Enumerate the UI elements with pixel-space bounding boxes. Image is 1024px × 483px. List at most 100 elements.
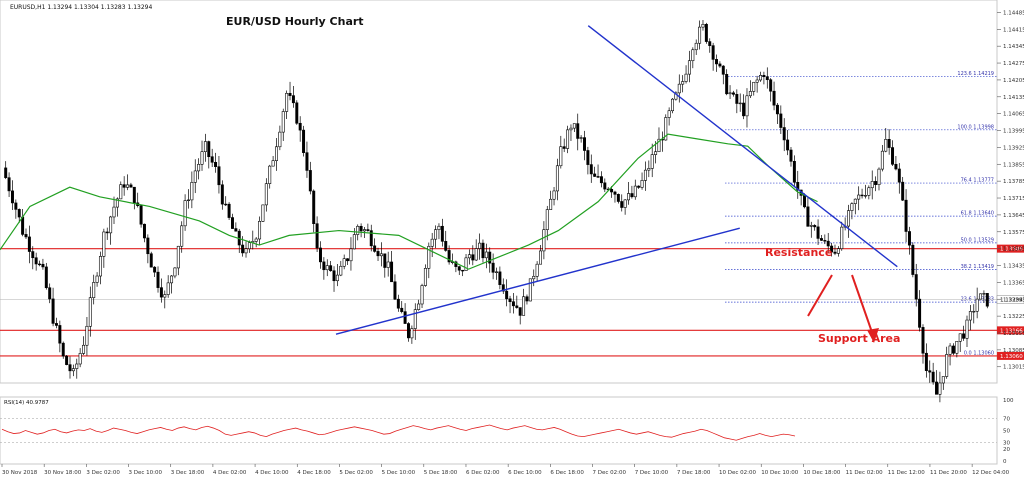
y-tick-label: 1.13645 — [1003, 213, 1024, 219]
y-tick-label: 1.13925 — [1003, 145, 1024, 151]
candle-body — [586, 150, 590, 165]
candle-body — [312, 190, 316, 225]
candle-body — [887, 139, 891, 148]
y-tick-label: 1.14485 — [1003, 10, 1024, 16]
candle-body — [687, 60, 691, 75]
candle-body — [220, 184, 224, 205]
candle-body — [329, 265, 333, 272]
candle-body — [667, 110, 671, 118]
candle-body — [7, 177, 11, 192]
candle-body — [938, 382, 942, 395]
candle-body — [349, 248, 353, 262]
candle-body — [826, 240, 830, 247]
candle-body — [82, 344, 86, 354]
current-price-label: 1.13294 — [1000, 297, 1023, 303]
y-tick-label: 1.13295 — [1003, 297, 1024, 303]
candle-body — [715, 59, 719, 65]
candle-body — [955, 340, 959, 354]
x-tick-label: 11 Dec 20:00 — [930, 470, 967, 476]
candle-body — [640, 180, 644, 188]
candle-body — [576, 123, 580, 139]
candle-body — [373, 245, 377, 252]
candle-body — [437, 225, 441, 230]
candle-body — [163, 294, 167, 298]
candle-body — [427, 245, 431, 269]
candle-body — [109, 216, 113, 234]
candle-body — [535, 263, 539, 277]
candle-body — [684, 73, 688, 82]
candle-body — [41, 263, 45, 268]
candle-body — [75, 363, 79, 369]
moving-average-line — [0, 133, 818, 270]
candle-body — [515, 305, 519, 308]
x-tick-label: 5 Dec 02:00 — [339, 470, 373, 476]
candle-body — [203, 141, 207, 152]
candle-body — [359, 225, 363, 232]
x-tick-label: 11 Dec 12:00 — [888, 470, 925, 476]
candle-body — [467, 254, 471, 259]
candle-body — [948, 345, 952, 355]
candle-body — [525, 296, 529, 302]
candle-body — [10, 190, 14, 204]
candle-body — [599, 176, 603, 184]
candle-body — [968, 311, 972, 321]
y-tick-label: 1.14065 — [1003, 112, 1024, 118]
candle-body — [403, 311, 407, 324]
candle-body — [142, 223, 146, 239]
candle-body — [924, 352, 928, 371]
candle-body — [654, 151, 658, 155]
candle-body — [721, 65, 725, 75]
candle-body — [92, 282, 96, 299]
candle-body — [559, 146, 563, 167]
candle-body — [731, 92, 735, 95]
candle-body — [227, 203, 231, 218]
candle-body — [305, 152, 309, 171]
candle-body — [105, 231, 109, 234]
candle-body — [21, 216, 25, 235]
x-tick-label: 3 Dec 10:00 — [129, 470, 163, 476]
x-tick-label: 7 Dec 18:00 — [677, 470, 711, 476]
candle-body — [562, 146, 566, 149]
resistance-price-tag — [997, 244, 1024, 253]
support-price-label: 1.13060 — [1000, 354, 1023, 360]
candle-body — [830, 245, 834, 253]
candle-body — [183, 200, 187, 227]
candle-body — [153, 266, 157, 273]
candle-body — [711, 45, 715, 60]
candle-body — [765, 76, 769, 81]
candle-body — [457, 266, 461, 271]
candle-body — [613, 191, 617, 195]
candle-body — [339, 265, 343, 276]
candle-body — [627, 193, 630, 201]
candle-body — [98, 256, 102, 277]
candle-body — [274, 146, 278, 161]
candle-body — [769, 79, 773, 92]
candle-body — [921, 327, 925, 354]
candle-body — [508, 298, 512, 302]
candle-body — [430, 238, 434, 247]
candle-body — [95, 275, 99, 283]
candle-body — [867, 187, 871, 196]
candle-body — [491, 262, 495, 273]
candle-body — [735, 94, 739, 104]
candle-body — [119, 184, 123, 200]
candle-body — [58, 325, 62, 344]
candle-body — [356, 225, 360, 235]
candle-body — [813, 225, 817, 228]
candle-body — [68, 364, 72, 372]
x-tick-label: 10 Dec 18:00 — [803, 470, 840, 476]
candle-body — [386, 261, 390, 268]
x-tick-label: 11 Dec 02:00 — [846, 470, 883, 476]
candle-body — [928, 370, 932, 373]
candle-body — [369, 230, 373, 247]
candle-body — [603, 182, 607, 190]
candle-body — [268, 165, 272, 184]
candle-body — [159, 287, 163, 298]
candle-body — [390, 261, 394, 283]
candle-body — [149, 253, 153, 268]
candle-body — [511, 301, 515, 307]
x-tick-label: 7 Dec 02:00 — [593, 470, 627, 476]
candle-body — [748, 91, 752, 97]
candle-body — [532, 275, 536, 280]
candle-body — [549, 198, 553, 210]
